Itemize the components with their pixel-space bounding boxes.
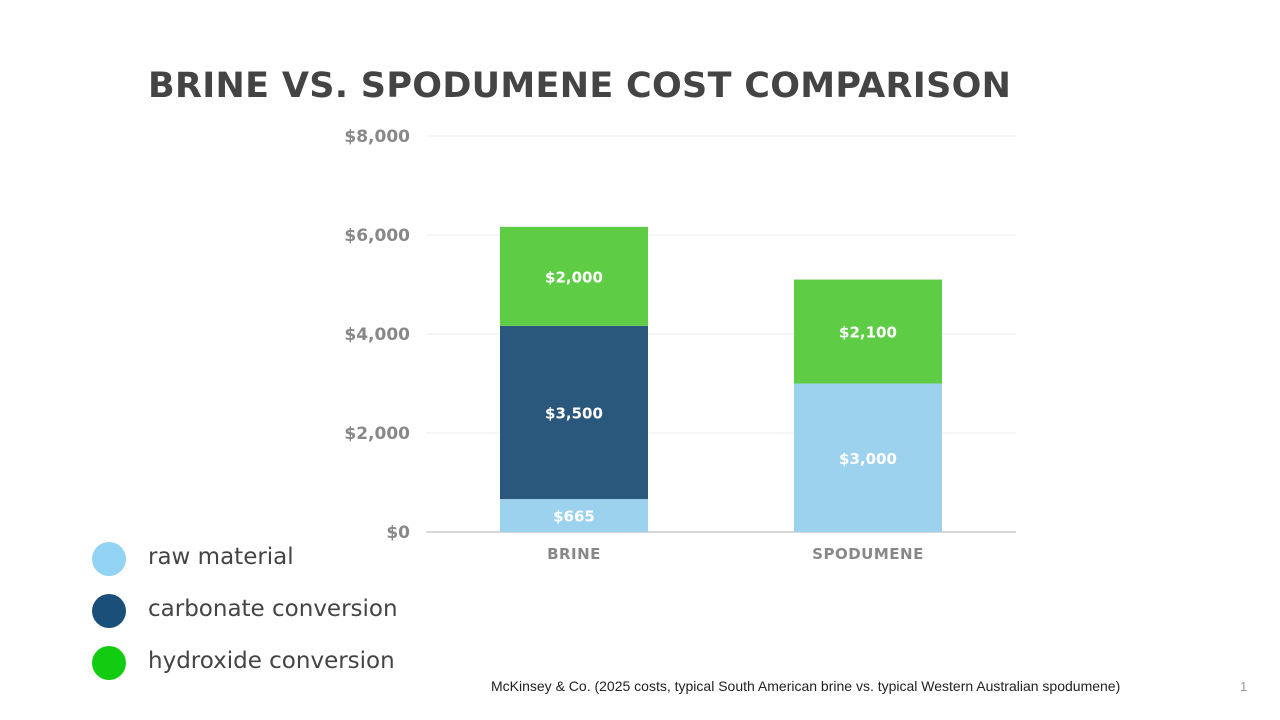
slide-number: 1 <box>1240 679 1248 694</box>
data-label: $665 <box>553 508 595 526</box>
y-tick-label: $8,000 <box>344 127 410 147</box>
y-tick-label: $6,000 <box>344 226 410 246</box>
legend-swatch-carbonate-conversion <box>92 594 126 628</box>
bar-segment <box>794 279 942 384</box>
data-label: $3,000 <box>839 450 897 468</box>
y-axis-ticks: $0 $2,000 $4,000 $6,000 $8,000 <box>344 127 410 543</box>
legend-label: hydroxide conversion <box>148 648 395 674</box>
bars: $665 $3,500 $2,000 $3,000 $2,100 <box>500 226 942 532</box>
y-tick-label: $2,000 <box>344 424 410 444</box>
legend-swatch-hydroxide-conversion <box>92 646 126 680</box>
x-tick-label: SPODUMENE <box>812 545 924 563</box>
legend-item-hydroxide-conversion: hydroxide conversion <box>92 644 452 680</box>
data-label: $3,500 <box>545 404 603 422</box>
slide-title: BRINE VS. SPODUMENE COST COMPARISON <box>148 66 1012 106</box>
legend-item-carbonate-conversion: carbonate conversion <box>92 592 452 628</box>
bar-segment <box>500 226 648 326</box>
y-tick-label: $0 <box>386 523 410 543</box>
bar-segment <box>794 383 942 532</box>
bar-segment <box>500 499 648 532</box>
data-label: $2,000 <box>545 268 603 286</box>
y-tick-label: $4,000 <box>344 325 410 345</box>
source-note: McKinsey & Co. (2025 costs, typical Sout… <box>491 678 1121 694</box>
data-label: $2,100 <box>839 324 897 342</box>
legend-label: raw material <box>148 544 294 570</box>
legend-label: carbonate conversion <box>148 596 398 622</box>
bar-segment <box>500 325 648 500</box>
x-axis-ticks: BRINE SPODUMENE <box>547 545 924 563</box>
x-tick-label: BRINE <box>547 545 601 563</box>
legend-item-raw-material: raw material <box>92 540 452 576</box>
legend-swatch-raw-material <box>92 542 126 576</box>
